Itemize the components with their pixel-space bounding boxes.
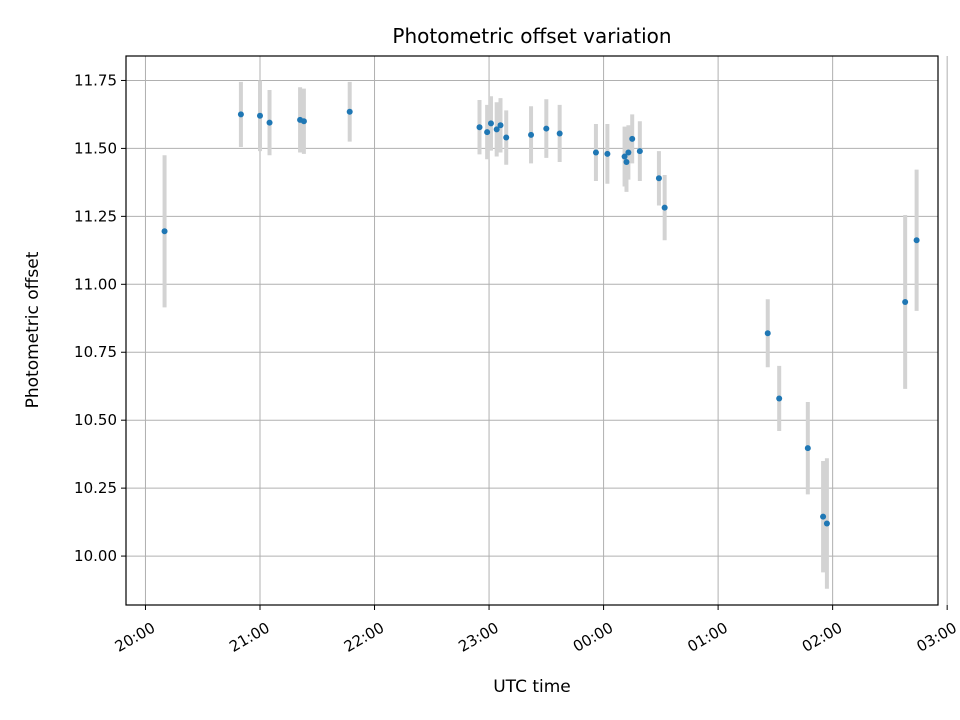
- data-point: [820, 513, 827, 520]
- y-tick-label: 11.75: [74, 71, 117, 89]
- data-point: [503, 134, 510, 141]
- chart-title: Photometric offset variation: [392, 24, 671, 48]
- data-point: [528, 131, 535, 138]
- data-point: [487, 120, 494, 127]
- y-tick-label: 11.50: [74, 139, 117, 157]
- data-point: [346, 108, 353, 115]
- data-point: [621, 153, 628, 160]
- data-point: [543, 125, 550, 132]
- y-tick-label: 10.50: [74, 411, 117, 429]
- data-point: [497, 122, 504, 129]
- data-point: [493, 126, 500, 133]
- data-point: [476, 124, 483, 131]
- data-point: [161, 228, 168, 235]
- data-point: [804, 445, 811, 452]
- data-point: [237, 111, 244, 118]
- data-point: [636, 148, 643, 155]
- plot-area-frame: [125, 55, 939, 606]
- data-point: [592, 149, 599, 156]
- y-tick-label: 10.25: [74, 479, 117, 497]
- data-point: [623, 158, 630, 165]
- data-point: [764, 330, 771, 337]
- y-tick-label: 11.00: [74, 275, 117, 293]
- data-point: [556, 130, 563, 137]
- data-point: [266, 119, 273, 126]
- data-point: [300, 118, 307, 125]
- x-axis-label: UTC time: [493, 677, 571, 697]
- y-tick-label: 11.25: [74, 207, 117, 225]
- data-point: [661, 204, 668, 211]
- data-points: [161, 108, 920, 527]
- data-point: [902, 298, 909, 305]
- y-axis-ticks: 10.00 10.25 10.50 10.75 11.00 11.25 11.50 11.75: [74, 71, 126, 565]
- data-point: [823, 520, 830, 527]
- data-point: [655, 175, 662, 182]
- data-point: [629, 135, 636, 142]
- data-point: [256, 112, 263, 119]
- data-point: [913, 237, 920, 244]
- data-point: [776, 395, 783, 402]
- data-point: [484, 129, 491, 136]
- y-tick-label: 10.00: [74, 547, 117, 565]
- data-point: [604, 150, 611, 157]
- y-axis-label: Photometric offset: [23, 251, 43, 408]
- data-point: [625, 149, 632, 156]
- y-tick-label: 10.75: [74, 343, 117, 361]
